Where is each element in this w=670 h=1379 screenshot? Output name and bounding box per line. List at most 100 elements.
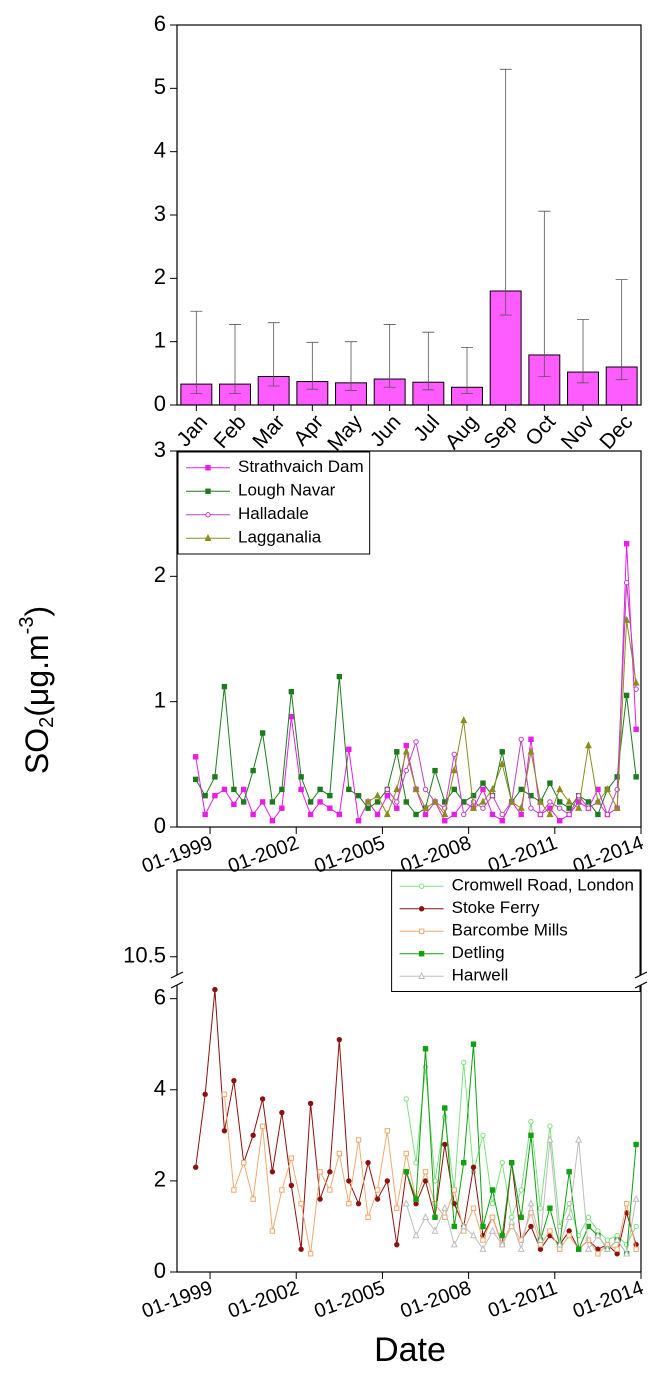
marker [546,1135,554,1143]
marker [499,811,505,818]
marker [374,791,382,799]
marker [403,1096,409,1102]
marker [221,786,228,793]
error-bar [538,210,551,377]
y-tick-label: 1 [154,327,166,352]
y-label-sup: -3 [16,617,38,635]
error-bar [461,346,473,394]
marker [374,811,381,818]
x-tick-label: 01-2011 [485,1277,560,1322]
marker [528,1118,534,1125]
marker [536,797,544,805]
marker [632,1194,640,1202]
marker [566,1169,572,1175]
marker [594,1231,602,1239]
marker [566,805,572,811]
marker [556,785,564,793]
marker [240,786,247,793]
marker [595,811,601,818]
marker [221,1091,228,1098]
marker [317,1169,323,1175]
marker [250,1132,256,1139]
marker [384,786,391,793]
marker [451,751,457,758]
x-tick-label: Nov [557,410,599,454]
marker [327,792,333,799]
marker [384,792,391,799]
marker [365,805,371,811]
marker [470,1205,477,1211]
marker [412,1231,420,1239]
marker [336,811,343,818]
marker [383,810,391,818]
marker [518,1187,524,1193]
marker [202,1091,208,1098]
marker [488,785,496,793]
marker [394,799,400,805]
marker [202,811,208,818]
marker [566,811,572,818]
marker [365,1214,371,1221]
marker [479,1244,487,1252]
marker [212,774,218,780]
marker [508,797,516,805]
marker [346,1200,352,1207]
legend-label: Barcombe Mills [452,921,568,940]
marker [565,1213,573,1221]
marker [402,1199,410,1207]
marker [317,1196,323,1202]
legend-label: Halladale [238,504,309,523]
marker [489,1200,496,1207]
marker [585,799,592,805]
legend-label: Harwell [452,966,509,985]
marker [192,776,199,783]
y-tick-label: 1 [154,687,166,712]
axis-break-gap [174,975,180,985]
marker [279,786,285,793]
marker [346,786,352,793]
marker [384,1178,391,1184]
marker [489,811,496,818]
marker [547,799,553,805]
series-line [195,543,637,823]
marker [527,1199,535,1207]
marker [556,1240,564,1248]
error-bar [499,68,512,316]
marker [604,1237,611,1243]
series-line [405,1044,637,1256]
marker [470,1164,477,1170]
marker [231,801,237,808]
marker [536,1235,544,1243]
y-label-unit: (μg.m [19,634,55,716]
marker [418,906,425,912]
marker [431,1226,439,1234]
marker [374,1196,381,1202]
x-tick-label: Dec [595,411,637,454]
marker [422,811,429,818]
marker [528,1132,534,1139]
marker [402,747,410,755]
marker [422,1213,430,1221]
marker [509,1159,515,1166]
y-tick-label: 3 [154,201,166,226]
x-tick-label: 01-2008 [398,1277,475,1323]
marker [422,1046,429,1052]
marker [528,736,534,742]
marker [307,1251,314,1257]
marker [499,1159,505,1166]
marker [565,797,573,805]
marker [346,746,352,752]
marker [460,1222,468,1230]
legend-label: Stoke Ferry [452,898,540,917]
marker [422,803,430,811]
marker [394,805,400,811]
error-bar [345,341,357,391]
marker [518,811,524,818]
marker [547,1205,553,1211]
marker [205,465,211,471]
marker [202,792,208,799]
marker [441,810,449,818]
marker [632,678,640,686]
marker [623,579,630,586]
